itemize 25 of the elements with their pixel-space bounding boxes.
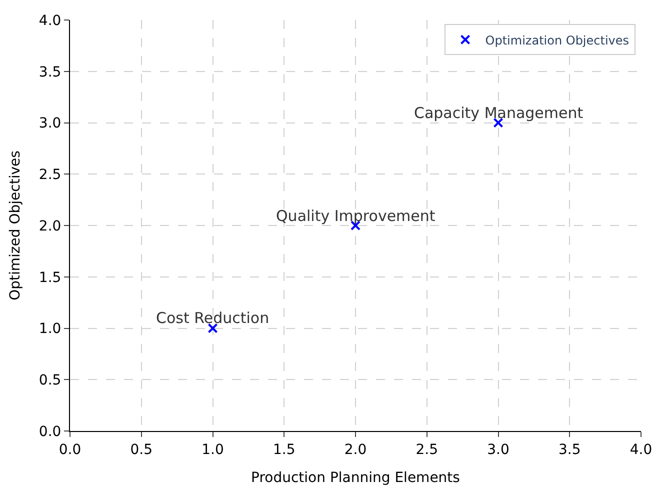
x-tick-label: 3.5	[558, 442, 581, 458]
x-tick-label: 2.5	[416, 442, 438, 458]
point	[208, 323, 218, 334]
y-tick-label: 0.5	[38, 372, 62, 389]
x-tick-label: 2.0	[344, 442, 367, 458]
x-tick-label: 4.0	[630, 442, 652, 458]
x-tick-label: 0.0	[58, 442, 82, 458]
x-tick-label: 1.5	[272, 442, 296, 458]
annotation: Quality Improvement	[276, 207, 436, 225]
y-tick-label: 2.5	[38, 167, 62, 184]
annotation: Capacity Management	[414, 104, 584, 122]
x-tick-label: 0.5	[130, 442, 153, 458]
y-tick-label: 1.5	[38, 270, 62, 286]
y-axis-title: Optimized Objectives	[8, 150, 24, 300]
legend-label: Optimization Objectives	[485, 33, 630, 48]
y-tick-label: 3.0	[38, 116, 62, 132]
x-tick-label: 1.0	[202, 442, 224, 458]
y-tick-label: 4.0	[38, 12, 62, 29]
y-tick-label: 1.0	[38, 321, 62, 338]
y-tick-label: 3.5	[38, 64, 62, 80]
y-tick-label: 2.0	[38, 218, 62, 234]
x-tick-label: 3.0	[487, 442, 510, 458]
x-axis-title: Production Planning Elements	[251, 470, 460, 486]
annotation: Cost Reduction	[156, 309, 270, 327]
y-tick-label: 0.0	[38, 424, 62, 440]
